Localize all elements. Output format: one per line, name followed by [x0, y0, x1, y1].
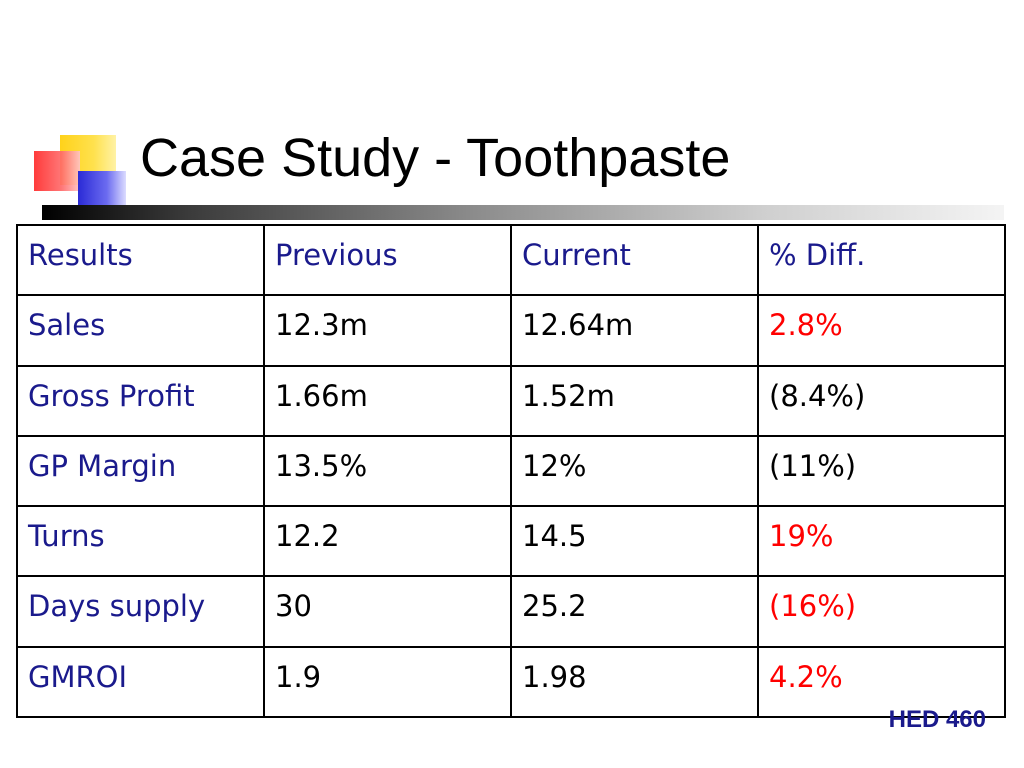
row-previous: 12.2 [263, 505, 512, 578]
row-label: Sales [16, 294, 265, 367]
header-current: Current [510, 223, 759, 297]
row-current: 12.64m [510, 294, 759, 367]
row-label: Gross Profit [16, 364, 265, 437]
row-diff: 19% [757, 505, 1006, 578]
row-previous: 1.9 [263, 645, 512, 719]
header-previous: Previous [263, 223, 512, 297]
table-row: Days supply 30 25.2 (16%) [16, 575, 1006, 648]
row-current: 12% [510, 434, 759, 508]
table-row: GP Margin 13.5% 12% (11%) [16, 434, 1006, 508]
table-row: Gross Profit 1.66m 1.52m (8.4%) [16, 364, 1006, 437]
row-previous: 1.66m [263, 364, 512, 437]
overlapping-squares-logo-icon [34, 135, 134, 210]
row-current: 1.52m [510, 364, 759, 437]
logo-square-red [34, 151, 80, 191]
table-header-row: Results Previous Current % Diff. [16, 223, 1006, 297]
row-previous: 30 [263, 575, 512, 648]
slide-title: Case Study - Toothpaste [140, 128, 731, 188]
row-label: Turns [16, 505, 265, 578]
title-gradient-divider [42, 205, 1004, 220]
header-results: Results [16, 223, 265, 297]
row-previous: 12.3m [263, 294, 512, 367]
row-diff: (8.4%) [757, 364, 1006, 437]
row-diff: (16%) [757, 575, 1006, 648]
row-label: GMROI [16, 645, 265, 719]
row-diff: 4.2% [757, 645, 1006, 719]
table-row: Sales 12.3m 12.64m 2.8% [16, 294, 1006, 367]
table-row: Turns 12.2 14.5 19% [16, 505, 1006, 578]
row-current: 25.2 [510, 575, 759, 648]
row-previous: 13.5% [263, 434, 512, 508]
row-current: 1.98 [510, 645, 759, 719]
logo-square-blue [78, 171, 126, 209]
table-row: GMROI 1.9 1.98 4.2% [16, 645, 1006, 719]
row-diff: 2.8% [757, 294, 1006, 367]
footer-course-code: HED 460 [888, 706, 986, 733]
results-table: Results Previous Current % Diff. Sales 1… [16, 223, 1006, 719]
row-label: GP Margin [16, 434, 265, 508]
row-label: Days supply [16, 575, 265, 648]
row-diff: (11%) [757, 434, 1006, 508]
header-diff: % Diff. [757, 223, 1006, 297]
row-current: 14.5 [510, 505, 759, 578]
